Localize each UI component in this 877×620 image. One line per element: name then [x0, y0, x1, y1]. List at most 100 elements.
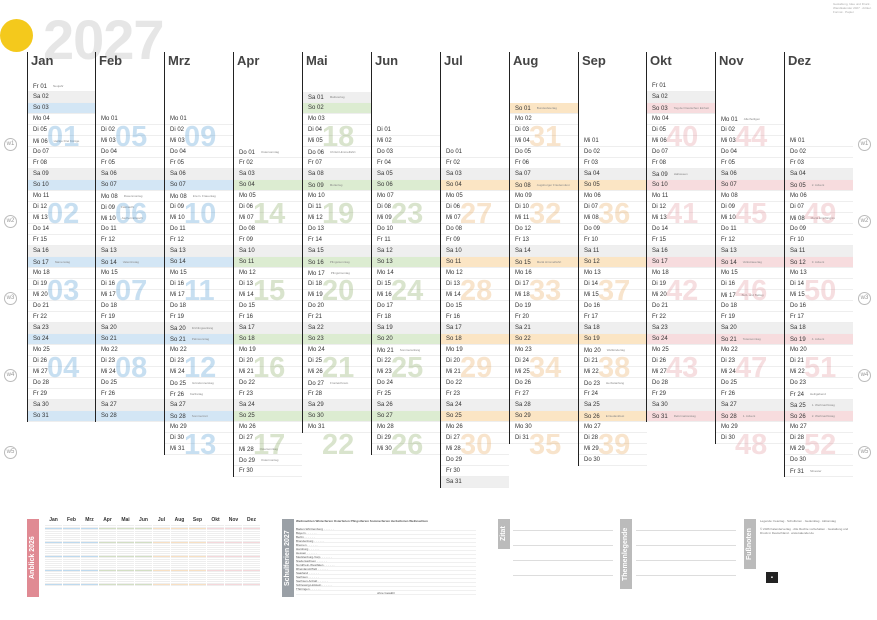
- day-row: Sa 11: [784, 246, 853, 257]
- day-row: So 12 3. Advent: [784, 257, 853, 268]
- day-row: Mi 11: [509, 213, 578, 224]
- day-row: Sa 25: [578, 400, 647, 411]
- ferien-row: Thüringen · · · · · ·: [296, 587, 476, 591]
- day-row: Mi 09: [371, 213, 440, 224]
- day-row: Mo 01: [164, 114, 233, 125]
- day-row: Mi 24: [164, 367, 233, 378]
- day-row: Fr 05: [715, 158, 784, 169]
- day-row: Mi 10: [715, 213, 784, 224]
- day-row: Fr 01: [646, 81, 715, 92]
- week-circle: w3: [4, 292, 17, 305]
- month-divider: [578, 52, 579, 466]
- day-row: Mi 26: [302, 367, 371, 378]
- week-circle: w3: [858, 292, 871, 305]
- schulferien-label: Schulferien 2027: [282, 519, 294, 597]
- day-row: Mo 15: [715, 268, 784, 279]
- ferien-row: Niedersachsen · · · · · ·: [296, 559, 476, 563]
- day-row: Mo 06: [784, 191, 853, 202]
- ferien-row: Mecklenburg-Vorp. · · · · · ·: [296, 555, 476, 559]
- day-row: Mi 21: [440, 367, 509, 378]
- yellow-dot: [0, 19, 33, 52]
- month-column: Mrz Mo 01 Di 02 Mi 03 Do 04 Fr 05 Sa 06 So 07 Mo…: [164, 52, 233, 460]
- day-row: Di 27: [233, 433, 302, 444]
- day-row: Fr 03: [578, 158, 647, 169]
- day-row: Mo 20: [784, 345, 853, 356]
- day-row: Fr 12: [715, 235, 784, 246]
- day-row: Fr 10: [784, 235, 853, 246]
- day-row: Do 04: [715, 147, 784, 158]
- day-row: Di 08: [371, 202, 440, 213]
- day-row: So 24: [646, 334, 715, 345]
- day-row: Sa 04: [578, 169, 647, 180]
- day-row: Mo 19: [440, 345, 509, 356]
- month-divider: [164, 52, 165, 455]
- top-note: Gestaltung, Idee und Druck · Wandkalende…: [833, 2, 873, 14]
- day-row: Mi 10: [164, 213, 233, 224]
- day-row: Fr 16: [233, 312, 302, 323]
- day-row: Sa 13: [164, 246, 233, 257]
- day-row: Mi 15: [578, 290, 647, 301]
- day-row: Do 17: [371, 301, 440, 312]
- day-row: Fr 11: [371, 235, 440, 246]
- day-row: Mi 17 Buß- und Bettag: [715, 290, 784, 301]
- day-row: Sa 17: [440, 323, 509, 334]
- day-row: So 10: [27, 180, 96, 191]
- day-row: Sa 01 Maifeiertag: [302, 92, 371, 103]
- day-row: Sa 28: [509, 400, 578, 411]
- day-row: Fr 10: [578, 235, 647, 246]
- month-column: Jan Fr 01 Neujahr Sa 02 So 03 Mo 04 Di 05 Mi 06…: [27, 52, 96, 422]
- day-row: Do 22: [233, 378, 302, 389]
- day-row: Di 26: [646, 356, 715, 367]
- day-row: Mo 30: [509, 422, 578, 433]
- day-row: Sa 03: [440, 169, 509, 180]
- day-row: Mo 14: [371, 268, 440, 279]
- day-row: Mo 31: [302, 422, 371, 433]
- day-row: Mi 03: [95, 136, 164, 147]
- month-column: Feb Mo 01 Di 02 Mi 03 Do 04 Fr 05 Sa 06 So 07 Mo…: [95, 52, 164, 422]
- day-row: Do 10: [371, 224, 440, 235]
- day-row: Do 03: [371, 147, 440, 158]
- day-row: Di 20: [440, 356, 509, 367]
- month-column: Dez Mi 01 Do 02 Fr 03 Sa 04 So 05 2. Advent Mo …: [784, 52, 853, 477]
- day-row: Mo 29: [715, 422, 784, 433]
- day-row: Mo 01: [95, 114, 164, 125]
- day-row: Di 14: [784, 279, 853, 290]
- day-row: Do 25: [95, 378, 164, 389]
- day-row: Do 25: [715, 378, 784, 389]
- day-row: Mo 05: [440, 191, 509, 202]
- day-row: Do 07: [27, 147, 96, 158]
- day-row: Do 26: [509, 378, 578, 389]
- ferien-row: Nordrhein-Westfalen · · · · · ·: [296, 563, 476, 567]
- day-row: Fr 28: [302, 389, 371, 400]
- day-row: Di 07: [578, 202, 647, 213]
- day-row: Do 30: [578, 455, 647, 466]
- day-row: Sa 02: [646, 92, 715, 103]
- day-row: Mi 29: [578, 444, 647, 455]
- day-row: Sa 20: [715, 323, 784, 334]
- day-row: So 16 Pfingstsonntag: [302, 257, 371, 268]
- day-row: Fr 12: [95, 235, 164, 246]
- mini-month: Sep: [189, 517, 206, 594]
- month-header: Jun: [375, 53, 399, 68]
- day-row: Di 30: [164, 433, 233, 444]
- day-row: Fr 27: [509, 389, 578, 400]
- day-row: Mo 26: [440, 422, 509, 433]
- day-row: Mi 28 Ostersonntag: [233, 444, 302, 455]
- day-row: Do 09: [578, 224, 647, 235]
- month-column: Jul Do 01 Fr 02 Sa 03 So 04 Mo 05 Di 06 Mi 07 Do…: [440, 52, 509, 488]
- month-divider: [233, 52, 234, 477]
- mini-month: Feb: [63, 517, 80, 594]
- day-row: Mi 04: [509, 136, 578, 147]
- month-column: Aug So 01 Bundesfeiertag Mo 02 Di 03 Mi 04 Do …: [509, 52, 578, 460]
- day-row: Mo 18: [646, 268, 715, 279]
- day-row: Mi 22: [578, 367, 647, 378]
- day-row: Do 09: [784, 224, 853, 235]
- day-row: Mo 13: [578, 268, 647, 279]
- day-row: So 06: [371, 180, 440, 191]
- day-row: Fr 14: [302, 235, 371, 246]
- day-row: Fr 03: [784, 158, 853, 169]
- day-row: Mi 20: [646, 290, 715, 301]
- month-column: Nov Mo 01 Allerheiligen Di 02 Mi 03 Do 04 Fr 0…: [715, 52, 784, 460]
- ferien-row: Sachsen · · · · · ·: [296, 575, 476, 579]
- day-row: Do 18: [715, 301, 784, 312]
